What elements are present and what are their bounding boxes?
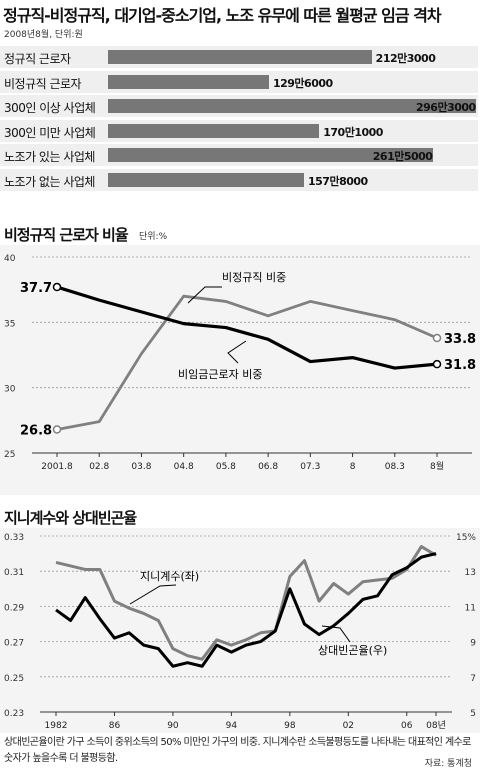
bar-row: 노조가 있는 사업체 261만5000	[0, 144, 480, 167]
bar	[108, 99, 476, 114]
bar-value-label: 170만1000	[323, 125, 383, 139]
series-line	[55, 552, 437, 668]
bar-value-label: 212만3000	[375, 52, 436, 65]
bar-category-label: 노조가 없는 사업체	[4, 175, 95, 189]
left-y-tick-label: 0.31	[4, 568, 24, 578]
left-y-tick-label: 0.27	[4, 639, 24, 649]
bar-row: 정규직 근로자 212만3000	[0, 46, 480, 68]
x-tick-label: 90	[167, 721, 179, 731]
gini-poverty-line-chart: 0.23 0.25 0.27 0.29 0.31 0.33 5 7 9 11 13 15% 1982 86…	[0, 528, 480, 733]
bar-value-label: 296만3000	[416, 101, 476, 115]
left-y-tick-label: 0.23	[4, 709, 24, 719]
endpoint-marker	[432, 359, 442, 369]
x-tick-label: 05.8	[216, 462, 236, 472]
series-label: 상대빈곤율(우)	[318, 644, 387, 657]
bar	[108, 173, 304, 187]
source-credit: 자료: 통계청	[424, 759, 472, 769]
x-tick-label: 8월	[430, 460, 444, 472]
right-y-tick-label: 9	[470, 639, 476, 649]
x-tick-label: 06	[401, 721, 413, 731]
bar-row: 300인 미만 사업체 170만1000	[0, 119, 480, 142]
right-y-tick-label: 5	[470, 709, 476, 719]
bar-category-label: 300인 이상 사업체	[4, 101, 96, 116]
x-tick-label: 8	[350, 462, 356, 472]
x-tick-label: 07.3	[300, 462, 320, 472]
leader-line	[129, 584, 177, 605]
endpoint-marker	[52, 425, 62, 434]
y-tick-label: 40	[4, 254, 16, 264]
wage-gap-note: 2008년8월, 단위:원	[4, 30, 83, 40]
bar	[108, 123, 320, 138]
bar-value-label: 157만8000	[307, 175, 368, 188]
left-y-tick-label: 0.33	[4, 533, 24, 543]
y-tick-label: 30	[4, 385, 16, 395]
x-tick-label: 2001.8	[41, 462, 73, 472]
gini-poverty-title: 지니계수와 상대빈곤율	[4, 509, 137, 527]
right-y-tick-label: 7	[470, 674, 476, 684]
bar-category-label: 300인 미만 사업체	[4, 125, 96, 140]
left-y-tick-label: 0.29	[4, 603, 24, 613]
x-tick-label: 86	[109, 721, 121, 731]
series-line	[56, 294, 438, 431]
bar-category-label: 비정규직 근로자	[4, 76, 82, 91]
wage-gap-title: 정규직-비정규직, 대기업-중소기업, 노조 유무에 따른 월평균 임금 격차	[3, 6, 442, 25]
left-y-tick-label: 0.25	[4, 674, 24, 684]
bar-row: 노조가 없는 사업체 157만8000	[0, 169, 480, 191]
series-line	[56, 285, 438, 370]
start-value-label: 26.8	[20, 423, 52, 438]
nonregular-ratio-unit: 단위:%	[139, 232, 168, 242]
y-tick-label: 35	[4, 319, 15, 329]
right-y-tick-label: 15%	[456, 533, 476, 543]
endpoint-marker	[52, 282, 62, 292]
series-label: 비정규직 비중	[222, 271, 286, 284]
nonregular-ratio-line-chart: 25 30 35 40 2001.8 02.8 03.8 04.8 05.8 06.8 07.3 8 0…	[0, 245, 480, 495]
x-tick-label: 03.8	[131, 462, 151, 472]
bar-value-label: 261만5000	[372, 150, 433, 164]
x-tick-label: 08년	[426, 720, 446, 731]
x-tick-label: 98	[284, 721, 296, 731]
bar	[108, 148, 433, 163]
bar-category-label: 노조가 있는 사업체	[4, 150, 95, 165]
right-y-tick-label: 13	[465, 568, 476, 578]
x-tick-label: 02	[343, 721, 354, 731]
bar-row: 비정규직 근로자 129만6000	[0, 70, 480, 93]
footnote: 상대빈곤율이란 가구 소득이 중위소득의 50% 미만인 가구의 비중. 지니계…	[4, 737, 471, 764]
bar-value-label: 129만6000	[272, 76, 333, 90]
y-tick-label: 25	[4, 450, 15, 460]
leader-line	[227, 340, 247, 364]
series-label: 지니계수(좌)	[140, 570, 199, 583]
series-label: 비임금근로자 비중	[178, 368, 262, 381]
end-value-label: 31.8	[444, 358, 476, 373]
leader-line	[321, 625, 351, 643]
x-tick-label: 06.8	[258, 462, 278, 472]
nonregular-ratio-title: 비정규직 근로자 비율	[4, 226, 129, 244]
leader-line	[187, 286, 222, 304]
series-line	[55, 545, 437, 661]
plot-background	[0, 528, 480, 733]
bar-category-label: 정규직 근로자	[4, 52, 71, 66]
x-tick-label: 02.8	[89, 462, 109, 472]
endpoint-marker	[432, 333, 442, 343]
bar	[108, 50, 372, 64]
bar	[108, 74, 269, 89]
right-y-tick-label: 11	[465, 603, 476, 613]
x-tick-label: 1982	[45, 721, 68, 731]
end-value-label: 33.8	[444, 332, 476, 347]
x-tick-label: 94	[226, 721, 238, 731]
x-tick-label: 04.8	[174, 462, 194, 472]
bar-row: 300인 이상 사업체 296만3000	[0, 95, 480, 118]
x-tick-label: 08.3	[385, 462, 405, 472]
start-value-label: 37.7	[20, 281, 52, 296]
